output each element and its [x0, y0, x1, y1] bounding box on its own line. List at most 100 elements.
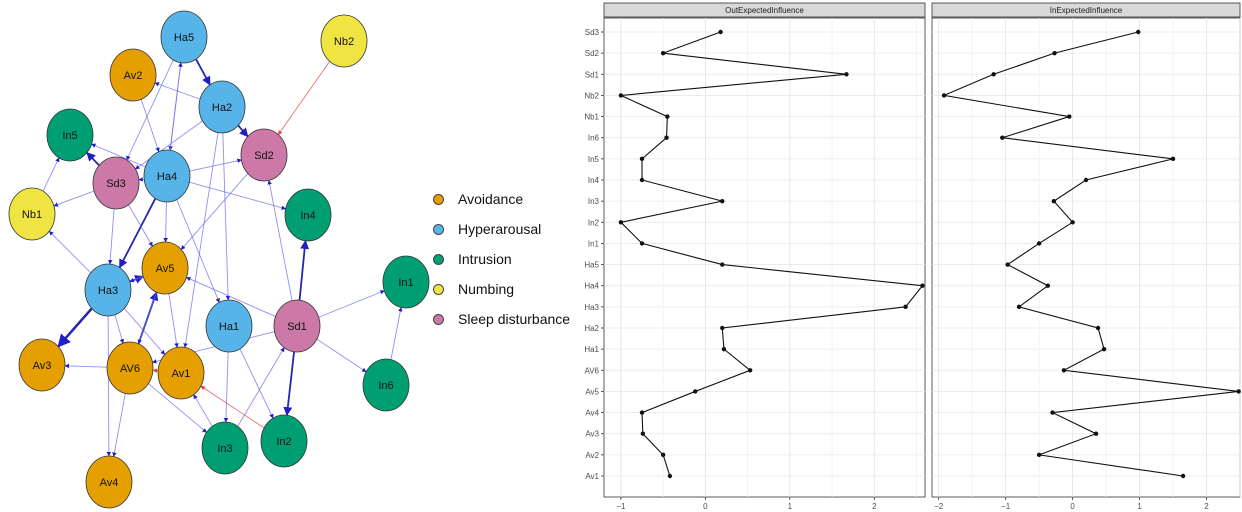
data-point: [920, 283, 925, 288]
node-label: Av3: [33, 360, 52, 372]
network-edge: [222, 132, 231, 301]
network-node: Ha5: [160, 10, 208, 64]
network-edge: [237, 347, 285, 427]
panel-frame: [931, 17, 1241, 498]
network-edge: [48, 230, 92, 274]
data-point: [747, 368, 753, 373]
network-node: Sd2: [240, 128, 288, 182]
network-edge: [267, 179, 293, 301]
data-point: [640, 431, 646, 436]
network-edge: [53, 190, 95, 207]
network-edge: [91, 143, 146, 168]
node-label: In6: [378, 380, 393, 392]
node-label: AV6: [120, 363, 140, 375]
node-label: Sd3: [106, 178, 126, 190]
network-edge: [86, 151, 100, 166]
network-edge: [200, 385, 265, 429]
node-circle: [109, 48, 157, 102]
network-edge: [239, 348, 274, 419]
panel-frame: [603, 17, 926, 498]
node-circle: [240, 128, 288, 182]
node-circle: [106, 341, 154, 395]
network-edge: [123, 308, 166, 355]
data-point: [1067, 114, 1072, 119]
x-tick-label: −2: [934, 502, 944, 511]
network-edge: [148, 383, 207, 433]
y-tick-label: Sd3: [585, 28, 600, 37]
data-point: [693, 389, 698, 394]
data-point: [1180, 473, 1186, 479]
x-tick-label: 2: [1204, 502, 1209, 511]
data-point: [720, 198, 725, 204]
node-label: Nb1: [22, 209, 42, 221]
network-edge: [189, 181, 287, 210]
node-circle: [141, 241, 189, 295]
node-label: Ha5: [174, 32, 194, 44]
node-label: Sd1: [287, 321, 307, 333]
data-point: [665, 114, 670, 119]
network-edge: [298, 239, 310, 301]
legend-item: Avoidance: [433, 189, 523, 209]
data-point: [618, 93, 624, 98]
node-label: Av4: [100, 477, 119, 489]
network-node: In4: [284, 188, 332, 242]
network-node: Av1: [157, 346, 205, 400]
network-edge: [138, 177, 145, 182]
node-circle: [8, 187, 56, 241]
network-edge: [277, 61, 331, 135]
legend-swatch: [433, 253, 444, 265]
network-edge: [195, 58, 211, 86]
node-circle: [85, 455, 133, 509]
network-edge: [135, 120, 203, 170]
data-point: [1236, 389, 1241, 394]
y-tick-label: In4: [588, 176, 600, 185]
data-point: [718, 29, 723, 35]
data-point: [1000, 135, 1005, 140]
network-edge: [168, 293, 179, 348]
data-point: [1083, 177, 1089, 183]
node-label: Av1: [172, 368, 191, 380]
data-point: [1095, 325, 1101, 331]
legend-swatch: [433, 283, 444, 295]
node-circle: [273, 299, 321, 353]
network-node: Nb2: [320, 14, 368, 68]
panel-title: InExpectedInfluence: [1050, 6, 1123, 15]
network-node: Av2: [109, 48, 157, 102]
network-edge: [180, 173, 249, 250]
network-edge: [390, 306, 403, 360]
network-edge: [318, 290, 385, 318]
network-edge: [183, 132, 219, 348]
network-edge: [118, 198, 157, 269]
network-node: In6: [362, 358, 410, 412]
data-point: [1101, 346, 1107, 352]
legend-swatch: [433, 193, 444, 205]
network-edge: [283, 351, 295, 417]
node-label: Ha3: [98, 285, 118, 297]
node-label: In4: [300, 210, 315, 222]
network-edge: [169, 62, 183, 151]
series-line: [942, 31, 1239, 477]
data-point: [1070, 220, 1075, 225]
network-node: Ha4: [143, 149, 191, 203]
data-point: [1061, 368, 1067, 373]
node-circle: [205, 299, 253, 353]
data-point: [1093, 431, 1099, 436]
y-tick-label: Sd1: [585, 70, 600, 79]
panel-title: OutExpectedInfluence: [725, 6, 804, 15]
x-tick-label: −1: [1001, 502, 1011, 511]
data-point: [639, 410, 645, 415]
y-tick-label: Ha5: [584, 261, 599, 270]
network-node: AV6: [106, 341, 154, 395]
data-point: [1052, 50, 1057, 56]
network-edge: [189, 158, 242, 172]
network-edge: [154, 82, 201, 100]
data-point: [720, 325, 725, 331]
network-edge: [128, 204, 153, 247]
legend-label: Hyperarousal: [458, 221, 542, 237]
network-node: Ha3: [84, 263, 132, 317]
network-edge: [114, 314, 125, 344]
data-point: [844, 72, 849, 77]
network-graph: Ha5 Nb2 Av2 Ha2 In5 Sd2 Sd3 Ha4 Nb1 In4 Av5 Ha3 In1 H…: [8, 10, 430, 509]
network-edge: [140, 99, 160, 153]
